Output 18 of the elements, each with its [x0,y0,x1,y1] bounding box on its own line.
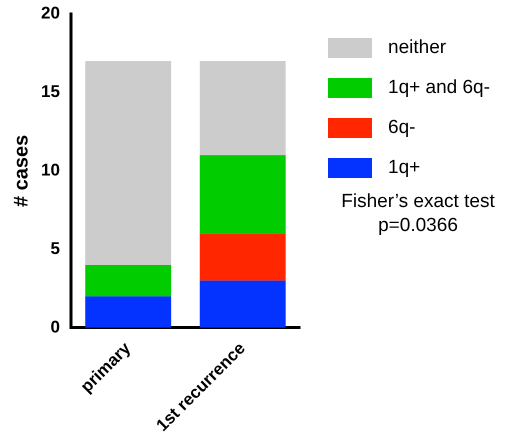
y-axis-title: # cases [10,134,33,208]
legend-label: neither [388,37,446,59]
bar [85,264,172,296]
bar [200,234,286,281]
y-tick-label: 20 [40,4,60,23]
y-tick-label: 0 [50,317,60,336]
y-tick-label: 15 [40,82,60,102]
bar [85,296,172,328]
bar [200,155,286,234]
legend-label: 1q+ [388,157,420,179]
bar [200,61,286,156]
y-tick-label: 10 [40,160,60,180]
legend-label: 1q+ and 6q- [388,77,490,99]
text: Fisher’s exact test p=0.0366 [340,190,496,238]
bar [85,61,172,265]
y-tick-label: 5 [50,238,60,258]
legend-label: 6q- [388,117,416,139]
bar [200,280,286,328]
